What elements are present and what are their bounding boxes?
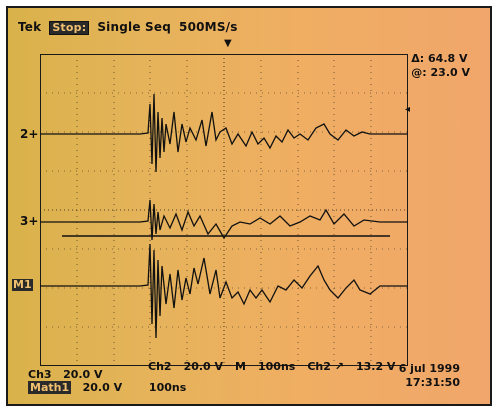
ch2-waveform	[40, 93, 408, 173]
trigger-level-value: 13.2 V	[355, 360, 396, 373]
mode-label: Single Seq	[97, 20, 172, 34]
graticule	[40, 54, 408, 366]
cursor-readout: Δ: 64.8 V @: 23.0 V	[411, 52, 470, 80]
brand-label: Tek	[18, 20, 42, 34]
status-badge: Stop:	[49, 21, 90, 35]
trigger-source-label: Ch2 ↗	[307, 360, 344, 373]
time-label: 17:31:50	[405, 376, 460, 389]
math-info-label: Math1	[28, 381, 72, 394]
scale-readout: Ch2 20.0 V M 100ns Ch2 ↗ 13.2 V	[148, 360, 407, 373]
oscilloscope-screen: Tek Stop: Single Seq 500MS/s Δ: 64.8 V @: 2…	[6, 6, 492, 406]
timebase-value: 100ns	[258, 360, 296, 373]
math-info-value: 20.0 V	[82, 381, 123, 394]
date-label: 6 jul 1999	[398, 362, 460, 375]
math-info-time: 100ns	[148, 381, 187, 394]
channel-info: Ch3 20.0 V Math1 20.0 V 100ns	[28, 368, 186, 394]
delta-readout: Δ: 64.8 V	[411, 52, 468, 65]
trigger-position-marker: ▼	[224, 38, 232, 49]
scope-header: Tek Stop: Single Seq 500MS/s	[18, 20, 246, 35]
datetime-readout: 6 jul 1999 17:31:50	[399, 362, 460, 390]
graticule-axes	[40, 54, 408, 366]
math-waveform	[40, 243, 408, 339]
timebase-label: M	[235, 360, 246, 373]
ch3-info-value: 20.0 V	[63, 368, 103, 381]
ch2-ground-marker: 2+	[20, 127, 39, 141]
ch3-waveform	[40, 199, 408, 241]
sample-rate-label: 500MS/s	[179, 20, 238, 34]
ch3-info-label: Ch3	[28, 368, 52, 381]
math-ground-marker: M1	[12, 278, 33, 291]
at-readout: @: 23.0 V	[411, 66, 470, 79]
ch3-ground-marker: 3+	[20, 214, 39, 228]
ch2-scale-value: 20.0 V	[183, 360, 224, 373]
ch2-scale-label: Ch2	[148, 360, 172, 373]
trigger-level-marker: ◂	[404, 104, 410, 115]
